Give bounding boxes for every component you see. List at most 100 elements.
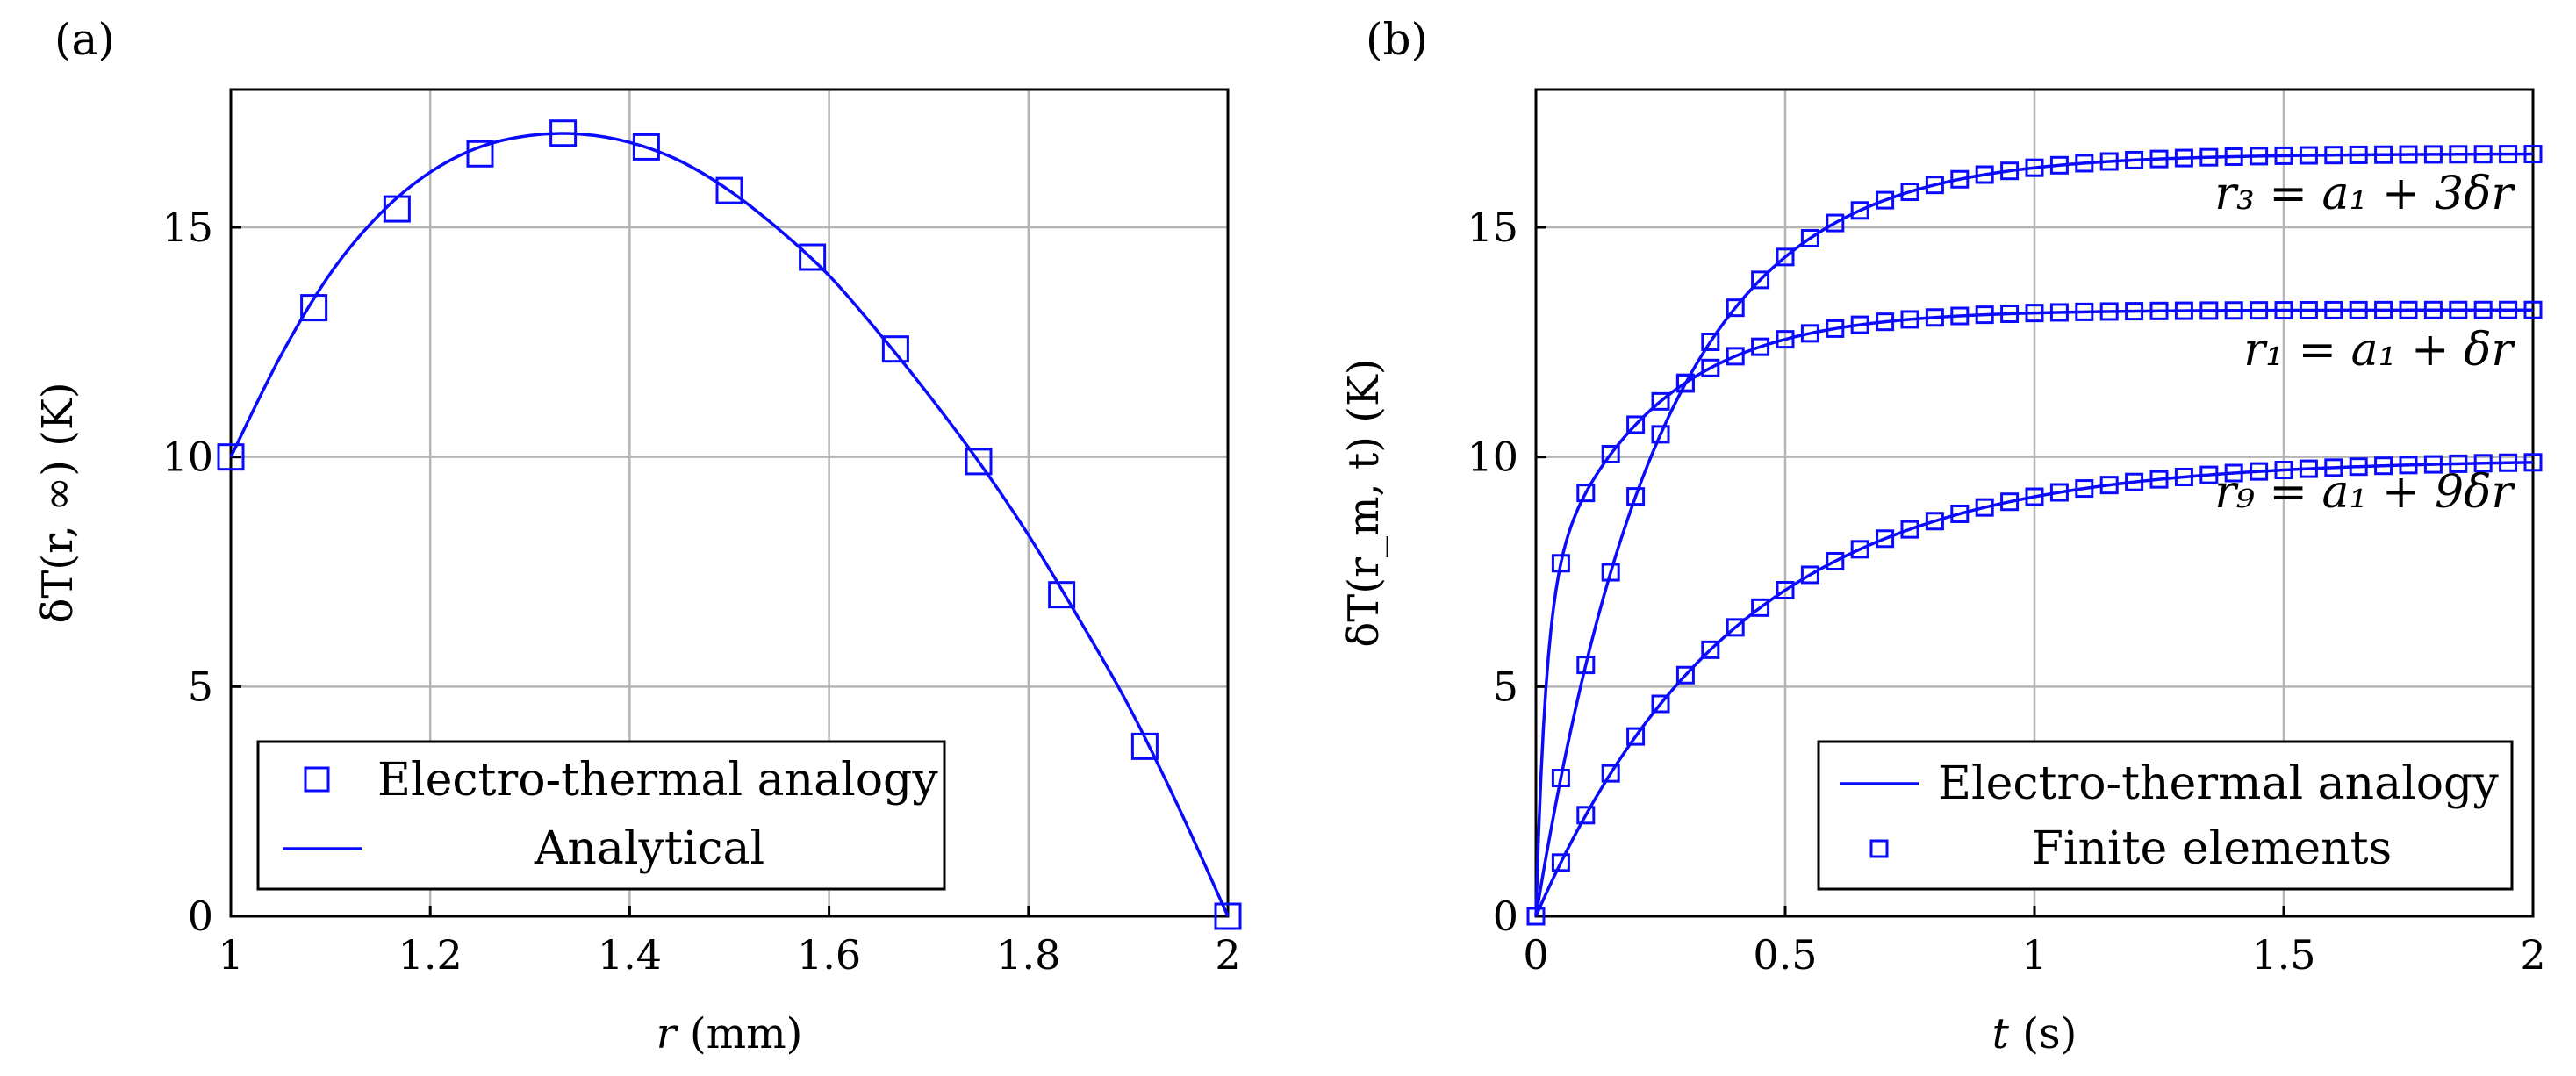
tick-label-y-b-0: 0 xyxy=(1493,893,1518,940)
data-point-finite-elements-2-23 xyxy=(2099,476,2119,495)
tick-label-y-a-1: 5 xyxy=(188,663,213,710)
data-point-electro-thermal-9 xyxy=(965,448,993,476)
data-point-finite-elements-2-33 xyxy=(2349,457,2368,477)
data-point-finite-elements-0-23 xyxy=(2099,152,2119,171)
tick-label-y-a-0: 0 xyxy=(188,893,213,940)
tick-label-x-b-0: 0 xyxy=(1523,931,1548,979)
legend-marker-square-a xyxy=(304,766,330,793)
tick-label-y-b-3: 15 xyxy=(1467,204,1518,251)
curve-label-2: r₉ = a₁ + 9δr xyxy=(2214,466,2515,519)
data-point-finite-elements-0-38 xyxy=(2473,145,2493,164)
legend-entry-analytical-a: Analytical xyxy=(534,822,764,875)
tick-label-x-a-5: 2 xyxy=(1215,931,1240,979)
data-point-finite-elements-0-7 xyxy=(1701,332,1720,351)
data-point-finite-elements-0-21 xyxy=(2049,155,2069,175)
curve-label-0: r₃ = a₁ + 3δr xyxy=(2214,168,2515,220)
data-point-finite-elements-2-24 xyxy=(2125,472,2144,491)
data-point-finite-elements-2-25 xyxy=(2149,470,2169,489)
data-point-finite-elements-2-39 xyxy=(2499,453,2518,472)
grid-b xyxy=(1536,90,2533,916)
data-point-finite-elements-2-11 xyxy=(1800,565,1819,585)
ticks-b: 0 0.5 1 1.5 2 0 5 10 15 xyxy=(1467,204,2545,979)
data-point-finite-elements-2-13 xyxy=(1850,540,1869,559)
data-point-finite-elements-2-2 xyxy=(1576,806,1596,825)
data-point-electro-thermal-3 xyxy=(466,140,494,168)
data-point-finite-elements-1-29 xyxy=(2250,301,2269,320)
data-point-finite-elements-0-40 xyxy=(2523,145,2543,164)
tick-label-x-a-3: 1.6 xyxy=(797,931,861,979)
legend-box-a xyxy=(256,740,946,891)
data-point-finite-elements-1-31 xyxy=(2299,300,2318,319)
data-point-finite-elements-0-39 xyxy=(2499,145,2518,164)
data-point-finite-elements-2-30 xyxy=(2274,461,2293,480)
grid-a xyxy=(231,90,1228,916)
series-line-analytical xyxy=(229,132,1230,917)
data-point-finite-elements-1-6 xyxy=(1675,373,1695,392)
x-axis-label-a: r (mm) xyxy=(657,1009,803,1058)
data-point-finite-elements-1-30 xyxy=(2274,301,2293,320)
legend-entry-finite-elements-b: Finite elements xyxy=(2032,822,2392,875)
tick-label-y-b-1: 5 xyxy=(1493,663,1518,710)
data-point-finite-elements-2-8 xyxy=(1726,618,1745,637)
data-point-finite-elements-2-20 xyxy=(2025,487,2044,506)
data-point-electro-thermal-4 xyxy=(549,119,578,147)
data-point-finite-elements-0-19 xyxy=(2000,161,2020,181)
data-point-finite-elements-0-4 xyxy=(1626,487,1646,506)
data-point-electro-thermal-5 xyxy=(632,133,660,161)
tick-label-x-b-3: 1.5 xyxy=(2251,931,2315,979)
data-point-finite-elements-0-29 xyxy=(2250,147,2269,166)
data-point-finite-elements-1-15 xyxy=(1900,310,1919,329)
data-point-finite-elements-1-27 xyxy=(2199,301,2219,320)
curve-labels-b: r₃ = a₁ + 3δr r₁ = a₁ + δr r₉ = a₁ + 9δr xyxy=(2214,168,2515,519)
data-point-finite-elements-2-15 xyxy=(1900,520,1919,539)
legend-entry-electro-thermal-a: Electro-thermal analogy xyxy=(377,754,938,807)
data-point-finite-elements-2-34 xyxy=(2374,456,2393,476)
data-point-finite-elements-2-35 xyxy=(2399,456,2418,475)
data-point-finite-elements-1-12 xyxy=(1826,319,1845,338)
data-point-finite-elements-2-18 xyxy=(1975,498,1994,517)
tick-label-x-b-4: 2 xyxy=(2520,931,2545,979)
data-point-finite-elements-1-13 xyxy=(1850,315,1869,334)
data-point-finite-elements-1-20 xyxy=(2025,304,2044,323)
data-point-finite-elements-2-6 xyxy=(1675,665,1695,685)
data-point-finite-elements-0-14 xyxy=(1876,190,1895,210)
data-point-finite-elements-2-5 xyxy=(1651,694,1670,714)
data-point-finite-elements-0-15 xyxy=(1900,183,1919,202)
data-point-finite-elements-0-9 xyxy=(1751,270,1770,290)
series-a xyxy=(217,119,1242,930)
data-point-finite-elements-0-31 xyxy=(2299,146,2318,165)
data-point-finite-elements-1-34 xyxy=(2374,300,2393,319)
data-point-finite-elements-0-25 xyxy=(2149,149,2169,169)
data-point-finite-elements-0-18 xyxy=(1975,165,1994,184)
tick-label-x-b-2: 1 xyxy=(2021,931,2047,979)
data-point-electro-thermal-0 xyxy=(217,443,245,471)
data-point-finite-elements-1-7 xyxy=(1701,358,1720,377)
data-point-finite-elements-1-26 xyxy=(2174,301,2193,320)
data-point-finite-elements-1-23 xyxy=(2099,302,2119,321)
tick-label-x-a-2: 1.4 xyxy=(598,931,662,979)
data-point-finite-elements-1-3 xyxy=(1601,444,1620,463)
data-point-finite-elements-2-19 xyxy=(2000,492,2020,512)
panel-label-b: (b) xyxy=(1366,14,1428,65)
data-point-finite-elements-2-22 xyxy=(2075,479,2094,499)
data-point-finite-elements-2-7 xyxy=(1701,640,1720,659)
data-point-finite-elements-2-38 xyxy=(2473,454,2493,473)
data-point-electro-thermal-7 xyxy=(799,243,827,271)
data-point-finite-elements-2-9 xyxy=(1751,598,1770,617)
data-point-finite-elements-1-1 xyxy=(1551,554,1570,573)
data-point-finite-elements-0-10 xyxy=(1776,247,1795,267)
legend-entry-electro-thermal-b: Electro-thermal analogy xyxy=(1938,757,2499,810)
data-point-finite-elements-0-35 xyxy=(2399,145,2418,164)
data-point-finite-elements-1-5 xyxy=(1651,391,1670,411)
data-point-finite-elements-1-36 xyxy=(2423,300,2443,319)
data-point-finite-elements-0-8 xyxy=(1726,298,1745,318)
data-point-finite-elements-1-11 xyxy=(1800,324,1819,343)
data-point-finite-elements-2-28 xyxy=(2224,463,2243,483)
y-axis-label-a: δT(r, ∞) (K) xyxy=(33,382,83,623)
data-point-finite-elements-0-24 xyxy=(2125,150,2144,169)
data-point-finite-elements-1-37 xyxy=(2449,300,2468,319)
data-point-finite-elements-0-20 xyxy=(2025,158,2044,177)
legend-a: Electro-thermal analogy Analytical xyxy=(256,740,946,891)
data-point-finite-elements-1-39 xyxy=(2499,300,2518,319)
data-point-finite-elements-0-34 xyxy=(2374,145,2393,164)
